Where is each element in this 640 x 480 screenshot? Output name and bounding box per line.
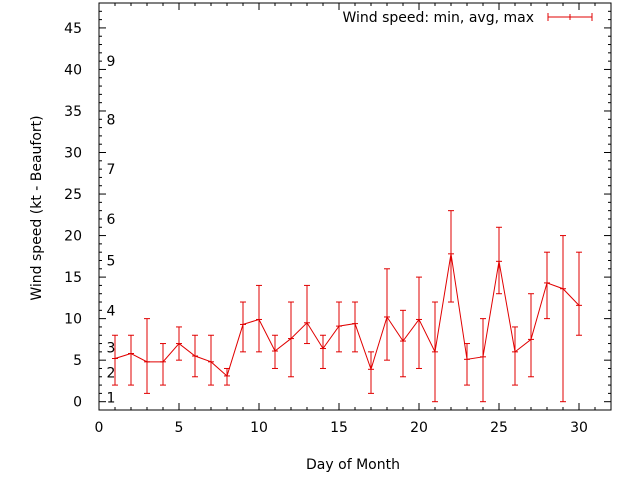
beaufort-label: 4: [107, 303, 116, 319]
x-tick-label: 15: [330, 420, 348, 436]
beaufort-label: 1: [107, 391, 116, 407]
legend-label: Wind speed: min, avg, max: [342, 10, 534, 26]
y-tick-label: 10: [64, 312, 82, 328]
beaufort-scale-labels: 1 2 3 4 5 6 7 8 9: [107, 54, 116, 406]
beaufort-label: 3: [107, 341, 116, 357]
y-tick-label: 15: [64, 270, 82, 286]
x-tick-label: 5: [175, 420, 184, 436]
series-line-avg: [114, 253, 580, 377]
y-tick-label: 5: [73, 353, 82, 369]
beaufort-label: 2: [107, 366, 116, 382]
x-tick-label: 20: [410, 420, 428, 436]
x-tick-label: 0: [95, 420, 104, 436]
x-tick-label: 25: [490, 420, 508, 436]
y-tick-label: 40: [64, 62, 82, 78]
beaufort-label: 6: [107, 212, 116, 228]
y-tick-label: 45: [64, 21, 82, 37]
x-tick-label: 30: [570, 420, 588, 436]
x-axis-label: Day of Month: [306, 457, 400, 473]
beaufort-label: 5: [107, 253, 116, 269]
y-tick-label: 35: [64, 104, 82, 120]
y-tick-label: 0: [73, 395, 82, 411]
data-series: [112, 210, 582, 403]
y-tick-label: 30: [64, 146, 82, 162]
y-axis-label: Wind speed (kt - Beaufort): [29, 115, 45, 300]
y-tick-label: 20: [64, 229, 82, 245]
legend: Wind speed: min, avg, max: [342, 10, 593, 26]
beaufort-label: 9: [107, 54, 116, 70]
y-tick-label: 25: [64, 187, 82, 203]
x-tick-label: 10: [250, 420, 268, 436]
beaufort-label: 7: [107, 162, 116, 178]
beaufort-label: 8: [107, 112, 116, 128]
